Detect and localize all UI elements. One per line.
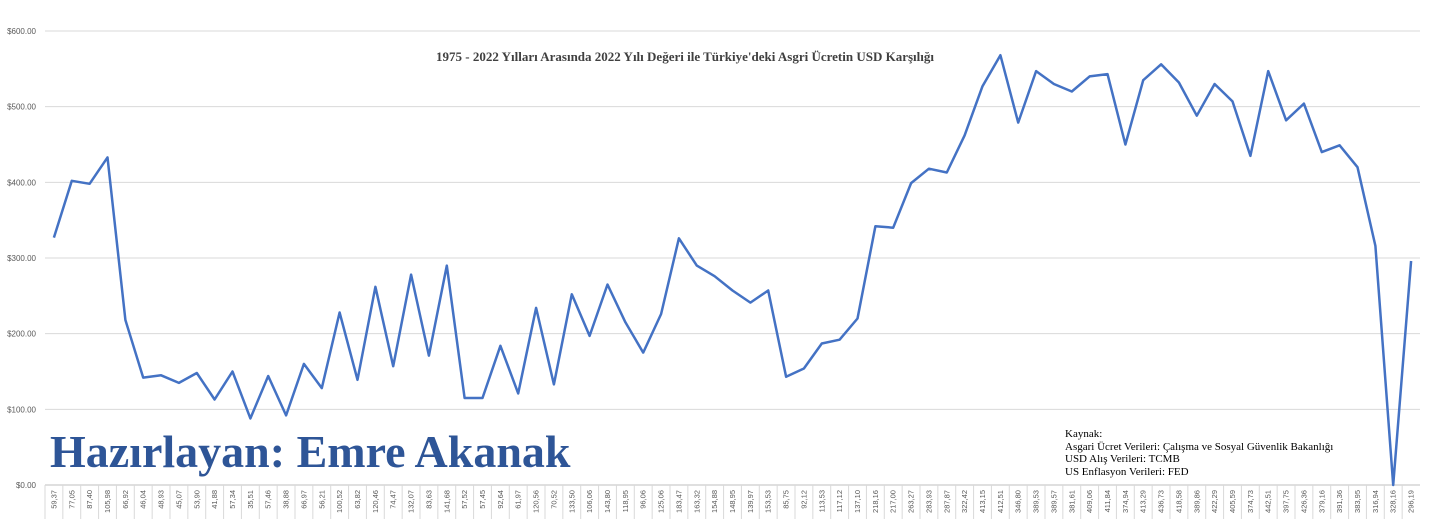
x-tick-label: 35,51 (246, 490, 255, 509)
x-tick-label: 442,51 (1264, 490, 1273, 513)
x-tick-label: 132,07 (407, 490, 416, 513)
y-tick-label: $100.00 (7, 405, 36, 414)
x-tick-label: 66,92 (121, 490, 130, 509)
x-tick-label: 374,73 (1246, 490, 1255, 513)
x-tick-label: 57,45 (478, 490, 487, 509)
x-tick-label: 92,64 (496, 490, 505, 509)
x-tick-label: 412,51 (996, 490, 1005, 513)
y-axis: $0.00 $100.00 $200.00 $300.00 $400.00 $500.00… (7, 27, 36, 490)
chart-title: 1975 - 2022 Yılları Arasında 2022 Yılı D… (436, 49, 934, 64)
x-tick-label: 163,32 (692, 490, 701, 513)
x-tick-label: 105,98 (103, 490, 112, 513)
x-tick-label: 183,47 (674, 490, 683, 513)
x-tick-label: 113,53 (817, 490, 826, 512)
x-tick-label: 287,87 (942, 490, 951, 513)
series (52, 53, 1413, 487)
x-tick-label: 413,15 (978, 490, 987, 513)
source-line: USD Alış Verileri: TCMB (1065, 453, 1180, 465)
x-tick-label: 436,73 (1157, 490, 1166, 513)
x-tick-label: 57,46 (264, 490, 273, 509)
x-tick-label: 59,37 (49, 490, 58, 509)
x-tick-label: 85,75 (782, 490, 791, 509)
x-tick-label: 57,34 (228, 490, 237, 509)
x-tick-label: 61,97 (514, 490, 523, 509)
x-tick-label: 120,46 (371, 490, 380, 513)
x-tick-label: 137,10 (853, 490, 862, 513)
x-tick-label: 118,95 (621, 490, 630, 512)
x-tick-label: 92,12 (799, 490, 808, 509)
x-tick-label: 263,27 (907, 490, 916, 513)
y-tick-label: $300.00 (7, 254, 36, 263)
x-axis: 59,37 77,05 87,40 105,98 66,92 46,04 48,93 45,0… (44, 485, 1416, 519)
x-tick-label: 413,29 (1139, 490, 1148, 513)
x-tick-label: 381,61 (1067, 490, 1076, 513)
x-tick-label: 418,58 (1174, 490, 1183, 513)
x-tick-label: 422,29 (1210, 490, 1219, 513)
x-tick-label: 405,59 (1228, 490, 1237, 513)
author-label: Hazırlayan: Emre Akanak (50, 426, 571, 477)
x-tick-label: 374,94 (1121, 490, 1130, 513)
series-line (52, 53, 1413, 487)
x-tick-label: 379,16 (1317, 490, 1326, 513)
x-tick-label: 397,75 (1282, 490, 1291, 513)
gridlines (45, 30, 1420, 486)
x-tick-label: 46,04 (139, 490, 148, 509)
x-tick-label: 70,52 (549, 490, 558, 509)
x-tick-label: 316,94 (1371, 490, 1380, 513)
x-tick-label: 141,68 (442, 490, 451, 513)
x-tick-label: 139,97 (746, 490, 755, 513)
x-tick-label: 53,90 (192, 490, 201, 509)
x-tick-label: 63,82 (353, 490, 362, 509)
x-tick-label: 283,93 (924, 490, 933, 513)
x-tick-label: 56,21 (317, 490, 326, 509)
x-tick-label: 217,00 (889, 490, 898, 513)
y-tick-label: $400.00 (7, 178, 36, 187)
source-line: Asgari Ücret Verileri: Çalışma ve Sosyal… (1065, 440, 1334, 453)
x-tick-label: 100,52 (335, 490, 344, 513)
x-tick-label: 391,36 (1335, 490, 1344, 513)
x-tick-label: 154,88 (710, 490, 719, 513)
x-tick-label: 120,56 (532, 490, 541, 513)
y-tick-label: $0.00 (16, 481, 37, 490)
x-tick-label: 426,36 (1299, 490, 1308, 513)
x-tick-label: 322,42 (960, 490, 969, 513)
x-tick-label: 389,53 (1032, 490, 1041, 513)
x-tick-label: 383,95 (1353, 490, 1362, 513)
x-tick-label: 106,06 (585, 490, 594, 513)
x-tick-label: 389,57 (1049, 490, 1058, 513)
x-tick-label: 409,06 (1085, 490, 1094, 513)
x-tick-label: 38,88 (282, 490, 291, 509)
x-tick-label: 143,80 (603, 490, 612, 513)
x-tick-label: 125,06 (657, 490, 666, 513)
x-tick-label: 57,52 (460, 490, 469, 509)
source-heading: Kaynak: (1065, 428, 1103, 440)
x-tick-label: 133,50 (567, 490, 576, 513)
x-tick-label: 153,53 (764, 490, 773, 513)
x-tick-label: 328,16 (1389, 490, 1398, 513)
x-tick-label: 74,47 (389, 490, 398, 509)
x-tick-label: 48,93 (157, 490, 166, 509)
x-tick-label: 389,86 (1192, 490, 1201, 513)
x-tick-label: 148,95 (728, 490, 737, 513)
x-tick-label: 41,88 (210, 490, 219, 509)
x-tick-label: 296,19 (1407, 490, 1416, 513)
y-tick-label: $600.00 (7, 27, 36, 36)
x-tick-label: 411,84 (1103, 490, 1112, 512)
x-tick-label: 87,40 (85, 490, 94, 509)
source-note: Kaynak: Asgari Ücret Verileri: Çalışma v… (1065, 428, 1333, 478)
x-tick-label: 96,06 (639, 490, 648, 509)
x-tick-label: 77,05 (67, 490, 76, 509)
x-tick-label: 83,63 (424, 490, 433, 509)
x-tick-label: 218,16 (871, 490, 880, 513)
y-tick-label: $500.00 (7, 103, 36, 112)
x-tick-label: 346,80 (1014, 490, 1023, 513)
x-tick-label: 117,12 (835, 490, 844, 512)
x-tick-label: 66,97 (299, 490, 308, 509)
x-tick-label: 45,07 (174, 490, 183, 509)
source-line: US Enflasyon Verileri: FED (1065, 465, 1189, 478)
y-tick-label: $200.00 (7, 330, 36, 339)
